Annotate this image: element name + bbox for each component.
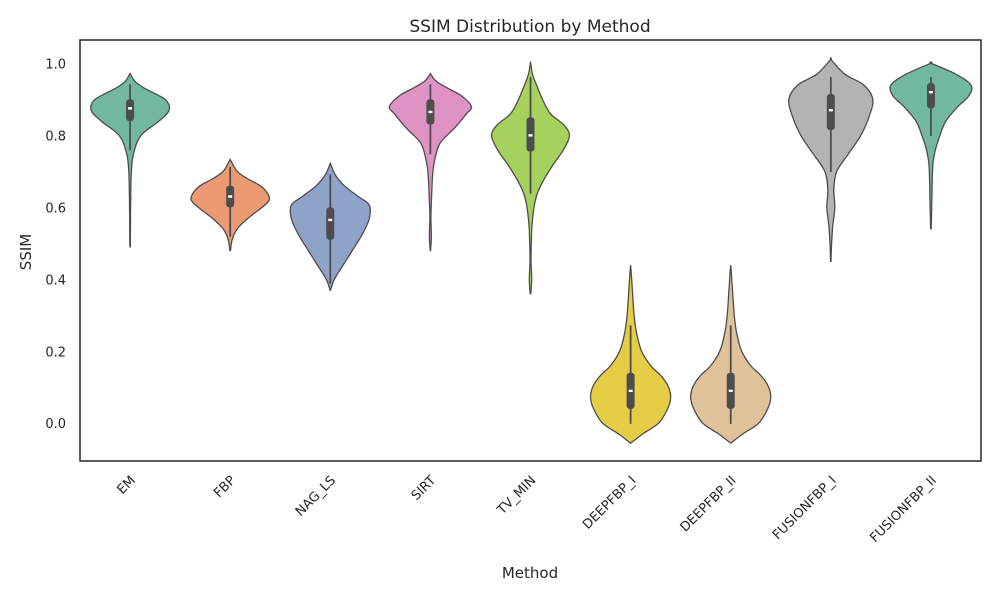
x-tick-label: TV_MIN xyxy=(494,473,539,518)
violin-median xyxy=(328,218,333,222)
y-ticks: 0.0 0.2 0.4 0.6 0.8 1.0 xyxy=(45,57,66,432)
violin-iqr-box xyxy=(326,207,335,240)
x-tick-label: FUSIONFBP_I xyxy=(770,473,840,543)
violin-body xyxy=(388,72,473,252)
violin-fusionfbp-ii xyxy=(889,61,973,230)
violin-body xyxy=(90,72,171,248)
violin-fusionfbp-i xyxy=(788,57,874,262)
plot-frame xyxy=(79,39,982,462)
violin-median xyxy=(428,110,433,114)
x-tick-label: DEEPFBP_I xyxy=(580,473,639,532)
y-tick-label: 0.8 xyxy=(45,129,66,144)
x-tick-label: FUSIONFBP_II xyxy=(867,473,939,545)
y-tick-label: 0.0 xyxy=(45,417,66,432)
violin-iqr-box xyxy=(926,83,935,109)
x-ticks: EM FBP NAG_LS SIRT TV_MIN DEEPFBP_I DEEPFBP_II… xyxy=(115,473,940,546)
violin-median xyxy=(728,389,733,393)
violin-nag-ls xyxy=(289,162,371,291)
violin-median xyxy=(528,134,533,137)
x-tick-label: NAG_LS xyxy=(293,473,339,519)
x-tick-label: FBP xyxy=(211,473,239,501)
y-tick-label: 0.6 xyxy=(45,201,66,216)
x-tick-label: EM xyxy=(115,473,139,497)
y-tick-label: 0.4 xyxy=(45,273,66,288)
violins-layer xyxy=(90,57,973,444)
violin-median xyxy=(228,195,233,198)
violin-iqr-box xyxy=(826,93,835,130)
y-tick-label: 0.2 xyxy=(45,345,66,360)
violin-sirt xyxy=(388,72,473,252)
violin-em xyxy=(90,72,171,248)
violin-body xyxy=(889,61,973,230)
x-tick-label: DEEPFBP_II xyxy=(678,473,740,535)
violin-iqr-box xyxy=(126,99,135,121)
violin-median xyxy=(928,90,933,94)
violin-deepfbp-i xyxy=(589,264,672,444)
violin-deepfbp-ii xyxy=(690,264,772,444)
violin-tv-min xyxy=(490,61,571,295)
violin-median xyxy=(628,389,633,393)
violin-fbp xyxy=(190,158,271,252)
x-axis-label: Method xyxy=(502,564,558,582)
violin-median xyxy=(828,108,833,112)
chart-title: SSIM Distribution by Method xyxy=(409,17,650,37)
violin-median xyxy=(128,107,133,110)
x-tick-label: SIRT xyxy=(409,473,440,504)
y-axis-label: SSIM xyxy=(17,234,35,270)
y-tick-label: 1.0 xyxy=(45,57,66,72)
